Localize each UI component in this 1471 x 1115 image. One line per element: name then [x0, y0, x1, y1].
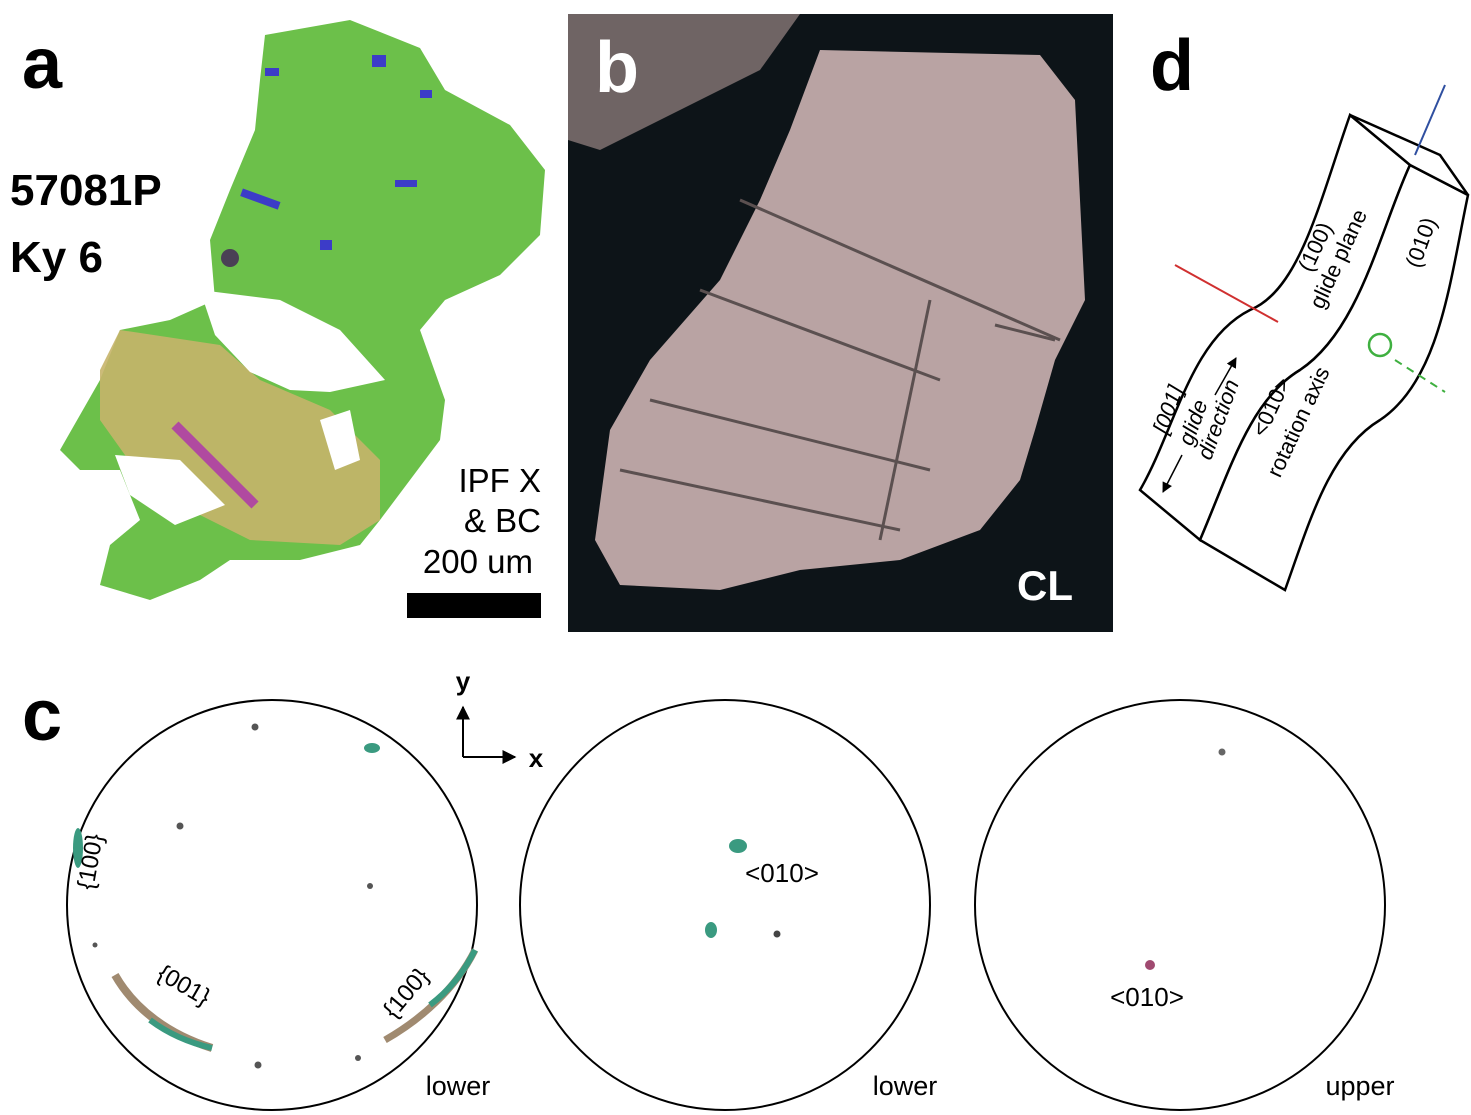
map-legend: & BC: [464, 502, 541, 539]
red-axis: [1175, 265, 1278, 322]
scale-label: 200 um: [423, 543, 533, 580]
panel-d: d (100) glide plane (010) [001] glide di…: [1140, 26, 1468, 590]
blue-spots: [320, 240, 332, 250]
panel-label: c: [22, 676, 62, 756]
hemisphere-label: upper: [1325, 1071, 1394, 1101]
panel-c: c y x {100} {001} {100} lower <010> lowe…: [22, 666, 1395, 1110]
pole-points: [252, 724, 259, 731]
blue-spots: [265, 68, 279, 76]
panel-label: d: [1150, 26, 1194, 106]
scale-bar: [407, 593, 541, 618]
pole-figure: [520, 700, 930, 1110]
hemisphere-label: lower: [873, 1071, 938, 1101]
pole-label: {001}: [153, 960, 215, 1011]
dark-spot: [221, 249, 239, 267]
panel-label: a: [22, 24, 63, 104]
panel-label: b: [595, 28, 639, 108]
pole-points: [1145, 960, 1155, 970]
pole-points: [729, 839, 747, 853]
blue-spots: [372, 55, 386, 67]
pole-points: [73, 724, 1226, 1069]
pole-label: <010>: [745, 858, 819, 888]
bent-crystal: [1140, 115, 1468, 590]
sample-id: 57081P: [10, 166, 162, 215]
hemisphere-label: lower: [426, 1071, 491, 1101]
pole-figure: [67, 700, 477, 1110]
axis-label: x: [529, 743, 544, 773]
pole-label: <010>: [1110, 982, 1184, 1012]
pole-points: [364, 743, 380, 753]
blue-spots: [395, 180, 417, 187]
pole-points: [774, 931, 781, 938]
panel-b: b CL: [568, 14, 1113, 632]
blue-axis: [1415, 85, 1445, 155]
axis-label: y: [456, 666, 471, 696]
pole-points: [255, 1062, 262, 1069]
map-legend: IPF X: [458, 462, 541, 499]
pole-points: [1219, 749, 1226, 756]
image-mode: CL: [1017, 562, 1073, 609]
panel-a: a 57081P Ky 6 IPF X & BC 200 um: [10, 20, 545, 618]
sample-id: Ky 6: [10, 233, 103, 282]
blue-spots: [420, 90, 432, 98]
pole-points: [367, 883, 373, 889]
pole-points: [430, 950, 475, 1005]
figure: a 57081P Ky 6 IPF X & BC 200 um b CL d (…: [0, 0, 1471, 1115]
pole-points: [705, 922, 717, 938]
pole-points: [355, 1055, 361, 1061]
pole-figure: [975, 700, 1385, 1110]
pole-points: [177, 823, 184, 830]
pole-points: [93, 943, 98, 948]
